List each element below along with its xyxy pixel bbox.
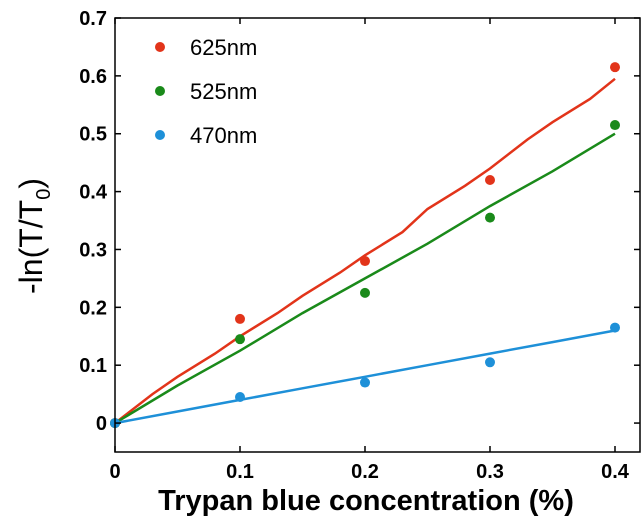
legend-marker-625nm <box>155 42 165 52</box>
legend-label-625nm: 625nm <box>190 35 257 60</box>
x-tick-label: 0.2 <box>351 461 379 483</box>
y-tick-label: 0.7 <box>79 8 107 30</box>
y-axis-label-main: -ln(T/T <box>13 200 49 294</box>
y-axis-label: -ln(T/T0) <box>13 178 55 294</box>
y-tick-label: 0.6 <box>79 66 107 88</box>
data-point-625nm <box>235 313 245 324</box>
y-axis-label-subscript: 0 <box>33 189 55 200</box>
data-point-525nm <box>360 287 370 298</box>
legend: 625nm 525nm 470nm <box>155 35 257 148</box>
x-tick-label: 0 <box>109 461 120 483</box>
fit-lines <box>114 77 616 425</box>
x-tick-label: 0.4 <box>601 461 630 483</box>
data-point-525nm <box>485 212 495 223</box>
y-axis-label-tail: ) <box>13 178 49 189</box>
data-point-625nm <box>360 256 370 267</box>
data-point-470nm <box>360 377 370 388</box>
data-point-625nm <box>610 62 620 73</box>
x-axis-label: Trypan blue concentration (%) <box>158 485 574 516</box>
plot-frame <box>114 17 641 453</box>
y-tick-label: 0.5 <box>79 124 107 146</box>
data-point-525nm <box>235 334 245 345</box>
data-point-470nm <box>485 357 495 368</box>
y-tick-label: 0.4 <box>79 182 108 204</box>
data-point-525nm <box>610 120 620 131</box>
y-tick-label: 0 <box>96 413 107 435</box>
axes: 0 0.1 0.2 0.3 0.4 0 0.1 0.2 0.3 0.4 0.5 0.6 0.7 <box>79 8 641 483</box>
legend-marker-525nm <box>155 86 165 96</box>
y-tick-label: 0.2 <box>79 297 107 319</box>
legend-label-525nm: 525nm <box>190 79 257 104</box>
y-tick-label: 0.1 <box>79 355 107 377</box>
fit-line-470nm <box>114 329 616 425</box>
data-point-470nm <box>235 392 245 403</box>
data-point-625nm <box>485 175 495 186</box>
data-point-470nm <box>610 322 620 333</box>
legend-label-470nm: 470nm <box>190 123 257 148</box>
x-tick-label: 0.1 <box>226 461 254 483</box>
x-tick-label: 0.3 <box>476 461 504 483</box>
fit-line-625nm <box>114 77 616 425</box>
y-tick-label: 0.3 <box>79 239 107 261</box>
legend-marker-470nm <box>155 130 165 140</box>
fit-line-525nm <box>114 132 616 425</box>
